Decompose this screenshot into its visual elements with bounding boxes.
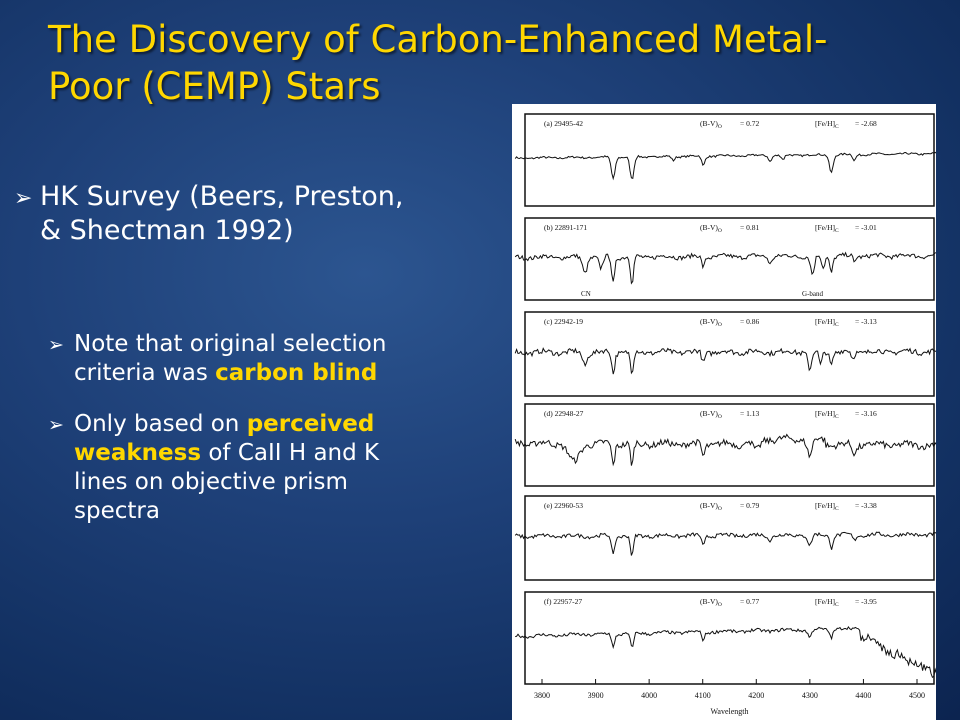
spectrum-line <box>514 347 936 375</box>
panel-feh-value: = -3.13 <box>855 317 877 326</box>
panel-feh-value: = -2.68 <box>855 119 877 128</box>
panel-bv-label: (B-V)O <box>700 223 722 234</box>
panel-feh-label: [Fe/H]C <box>815 223 839 234</box>
panel-feh-label: [Fe/H]C <box>815 317 839 328</box>
spectrum-panel <box>524 311 935 397</box>
bullet-arrow-icon: ➢ <box>14 186 33 211</box>
weakness-highlight: weakness <box>74 440 202 466</box>
bullet-arrow-icon: ➢ <box>48 414 64 436</box>
panel-bv-label: (B-V)O <box>700 597 722 608</box>
title-line-2: Poor (CEMP) Stars <box>48 65 381 108</box>
bullet-hk-survey: ➢ HK Survey (Beers, Preston, & Shectman … <box>14 180 494 248</box>
panel-bv-label: (B-V)O <box>700 409 722 420</box>
panel-bv-value: = 0.72 <box>740 119 759 128</box>
panel-feh-value: = -3.38 <box>855 501 877 510</box>
panel-star-label: (d) 22948-27 <box>544 409 584 418</box>
panel-feh-label: [Fe/H]C <box>815 409 839 420</box>
perceived-highlight: perceived <box>246 411 375 437</box>
panel-feh-value: = -3.01 <box>855 223 877 232</box>
spectrum-line <box>515 625 936 679</box>
x-tick-label: 4300 <box>802 691 818 700</box>
spectrum-panel <box>524 113 935 207</box>
x-tick-label: 4400 <box>855 691 871 700</box>
spectrum-panel <box>524 217 935 301</box>
sub2-line-1-pre: Only based on <box>74 411 247 437</box>
spectrum-panel <box>524 495 935 581</box>
x-tick-label: 3900 <box>588 691 604 700</box>
sub2-line-2-post: of CaII H and K <box>201 440 380 466</box>
spectrum-line <box>514 151 936 181</box>
g-band-annotation: G-band <box>802 290 823 298</box>
bullet-arrow-icon: ➢ <box>48 334 64 356</box>
spectrum-line <box>514 251 936 285</box>
panel-bv-value: = 1.13 <box>740 409 759 418</box>
spectrum-line <box>514 531 936 556</box>
panel-bv-label: (B-V)O <box>700 501 722 512</box>
panel-bv-value: = 0.81 <box>740 223 759 232</box>
x-tick-label: 4000 <box>641 691 657 700</box>
bullet-1-line-2: & Shectman 1992) <box>40 215 294 246</box>
panel-feh-value: = -3.16 <box>855 409 877 418</box>
panel-bv-value: = 0.79 <box>740 501 759 510</box>
x-tick-label: 3800 <box>534 691 550 700</box>
panel-feh-label: [Fe/H]C <box>815 501 839 512</box>
bullet-carbon-blind: ➢ Note that original selection criteria … <box>48 330 494 388</box>
panel-star-label: (c) 22942-19 <box>544 317 583 326</box>
bullet-perceived-weakness: ➢ Only based on perceived weakness of Ca… <box>48 410 494 526</box>
panel-star-label: (b) 22891-171 <box>544 223 587 232</box>
panel-feh-label: [Fe/H]C <box>815 597 839 608</box>
panel-star-label: (a) 29495-42 <box>544 119 583 128</box>
panel-bv-label: (B-V)O <box>700 317 722 328</box>
panel-feh-label: [Fe/H]C <box>815 119 839 130</box>
panel-star-label: (e) 22960-53 <box>544 501 583 510</box>
cn-annotation: CN <box>581 290 591 298</box>
sub1-line-2-pre: criteria was <box>74 360 216 386</box>
bullet-1-line-1: HK Survey (Beers, Preston, <box>40 181 404 212</box>
x-tick-label: 4500 <box>909 691 925 700</box>
carbon-blind-highlight: carbon blind <box>215 360 378 386</box>
title-line-1: The Discovery of Carbon-Enhanced Metal- <box>48 18 828 61</box>
x-tick-label: 4100 <box>695 691 711 700</box>
x-axis-label: Wavelength <box>710 707 748 716</box>
panel-bv-label: (B-V)O <box>700 119 722 130</box>
sub2-line-4: spectra <box>74 498 160 524</box>
sub2-line-3: lines on objective prism <box>74 469 348 495</box>
spectra-plot: (a) 29495-42 (B-V)O = 0.72 [Fe/H]C = -2.68 (b… <box>514 113 936 716</box>
slide-title: The Discovery of Carbon-Enhanced Metal- … <box>48 16 868 110</box>
spectrum-panel <box>524 591 935 685</box>
spectrum-line <box>514 433 936 467</box>
sub1-line-1: Note that original selection <box>74 331 387 357</box>
panel-bv-value: = 0.86 <box>740 317 759 326</box>
panel-star-label: (f) 22957-27 <box>544 597 582 606</box>
panel-feh-value: = -3.95 <box>855 597 877 606</box>
spectra-figure: (a) 29495-42 (B-V)O = 0.72 [Fe/H]C = -2.68 (b… <box>512 104 936 720</box>
panel-bv-value: = 0.77 <box>740 597 759 606</box>
x-tick-label: 4200 <box>748 691 764 700</box>
bullet-list: ➢ HK Survey (Beers, Preston, & Shectman … <box>14 180 494 526</box>
